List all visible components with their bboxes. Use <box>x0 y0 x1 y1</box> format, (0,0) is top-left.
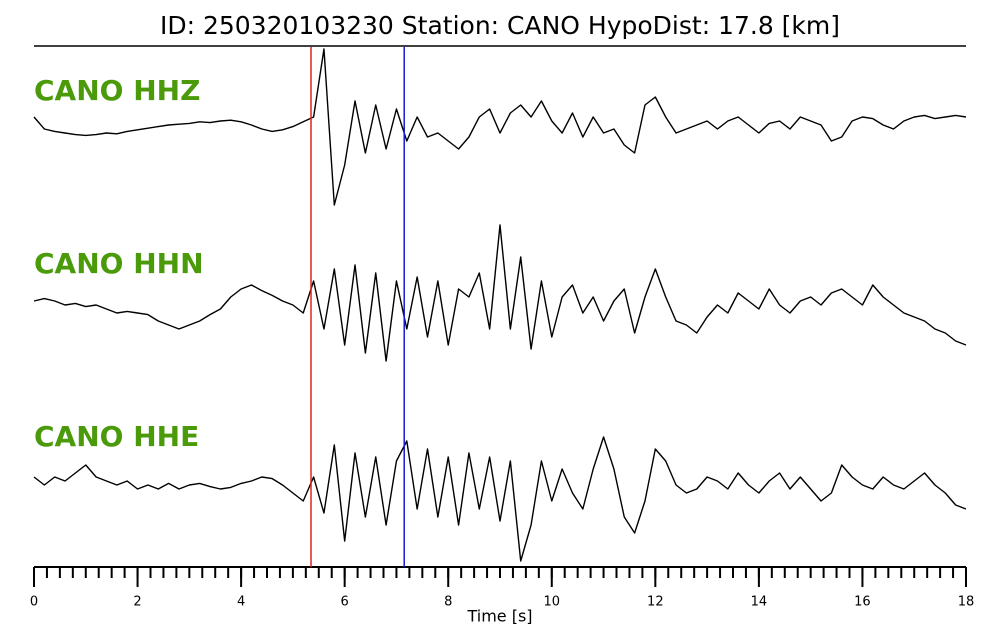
x-tick-label: 6 <box>341 595 349 610</box>
waveform <box>33 436 967 562</box>
x-tick-label: 12 <box>647 595 664 610</box>
waveform <box>33 48 967 206</box>
trace-label: CANO HHZ <box>34 74 200 107</box>
x-tick-label: 2 <box>133 595 141 610</box>
x-tick-label: 18 <box>958 595 975 610</box>
x-tick-label: 0 <box>30 595 38 610</box>
x-tick-label: 8 <box>444 595 452 610</box>
waveform <box>33 224 967 362</box>
x-tick-label: 4 <box>237 595 245 610</box>
chart-title: ID: 250320103230 Station: CANO HypoDist:… <box>160 11 840 40</box>
x-tick-label: 14 <box>751 595 768 610</box>
trace-label: CANO HHE <box>34 420 199 453</box>
trace-label: CANO HHN <box>34 247 204 280</box>
x-tick-label: 16 <box>854 595 871 610</box>
x-axis-label: Time [s] <box>466 607 532 626</box>
x-tick-label: 10 <box>544 595 561 610</box>
